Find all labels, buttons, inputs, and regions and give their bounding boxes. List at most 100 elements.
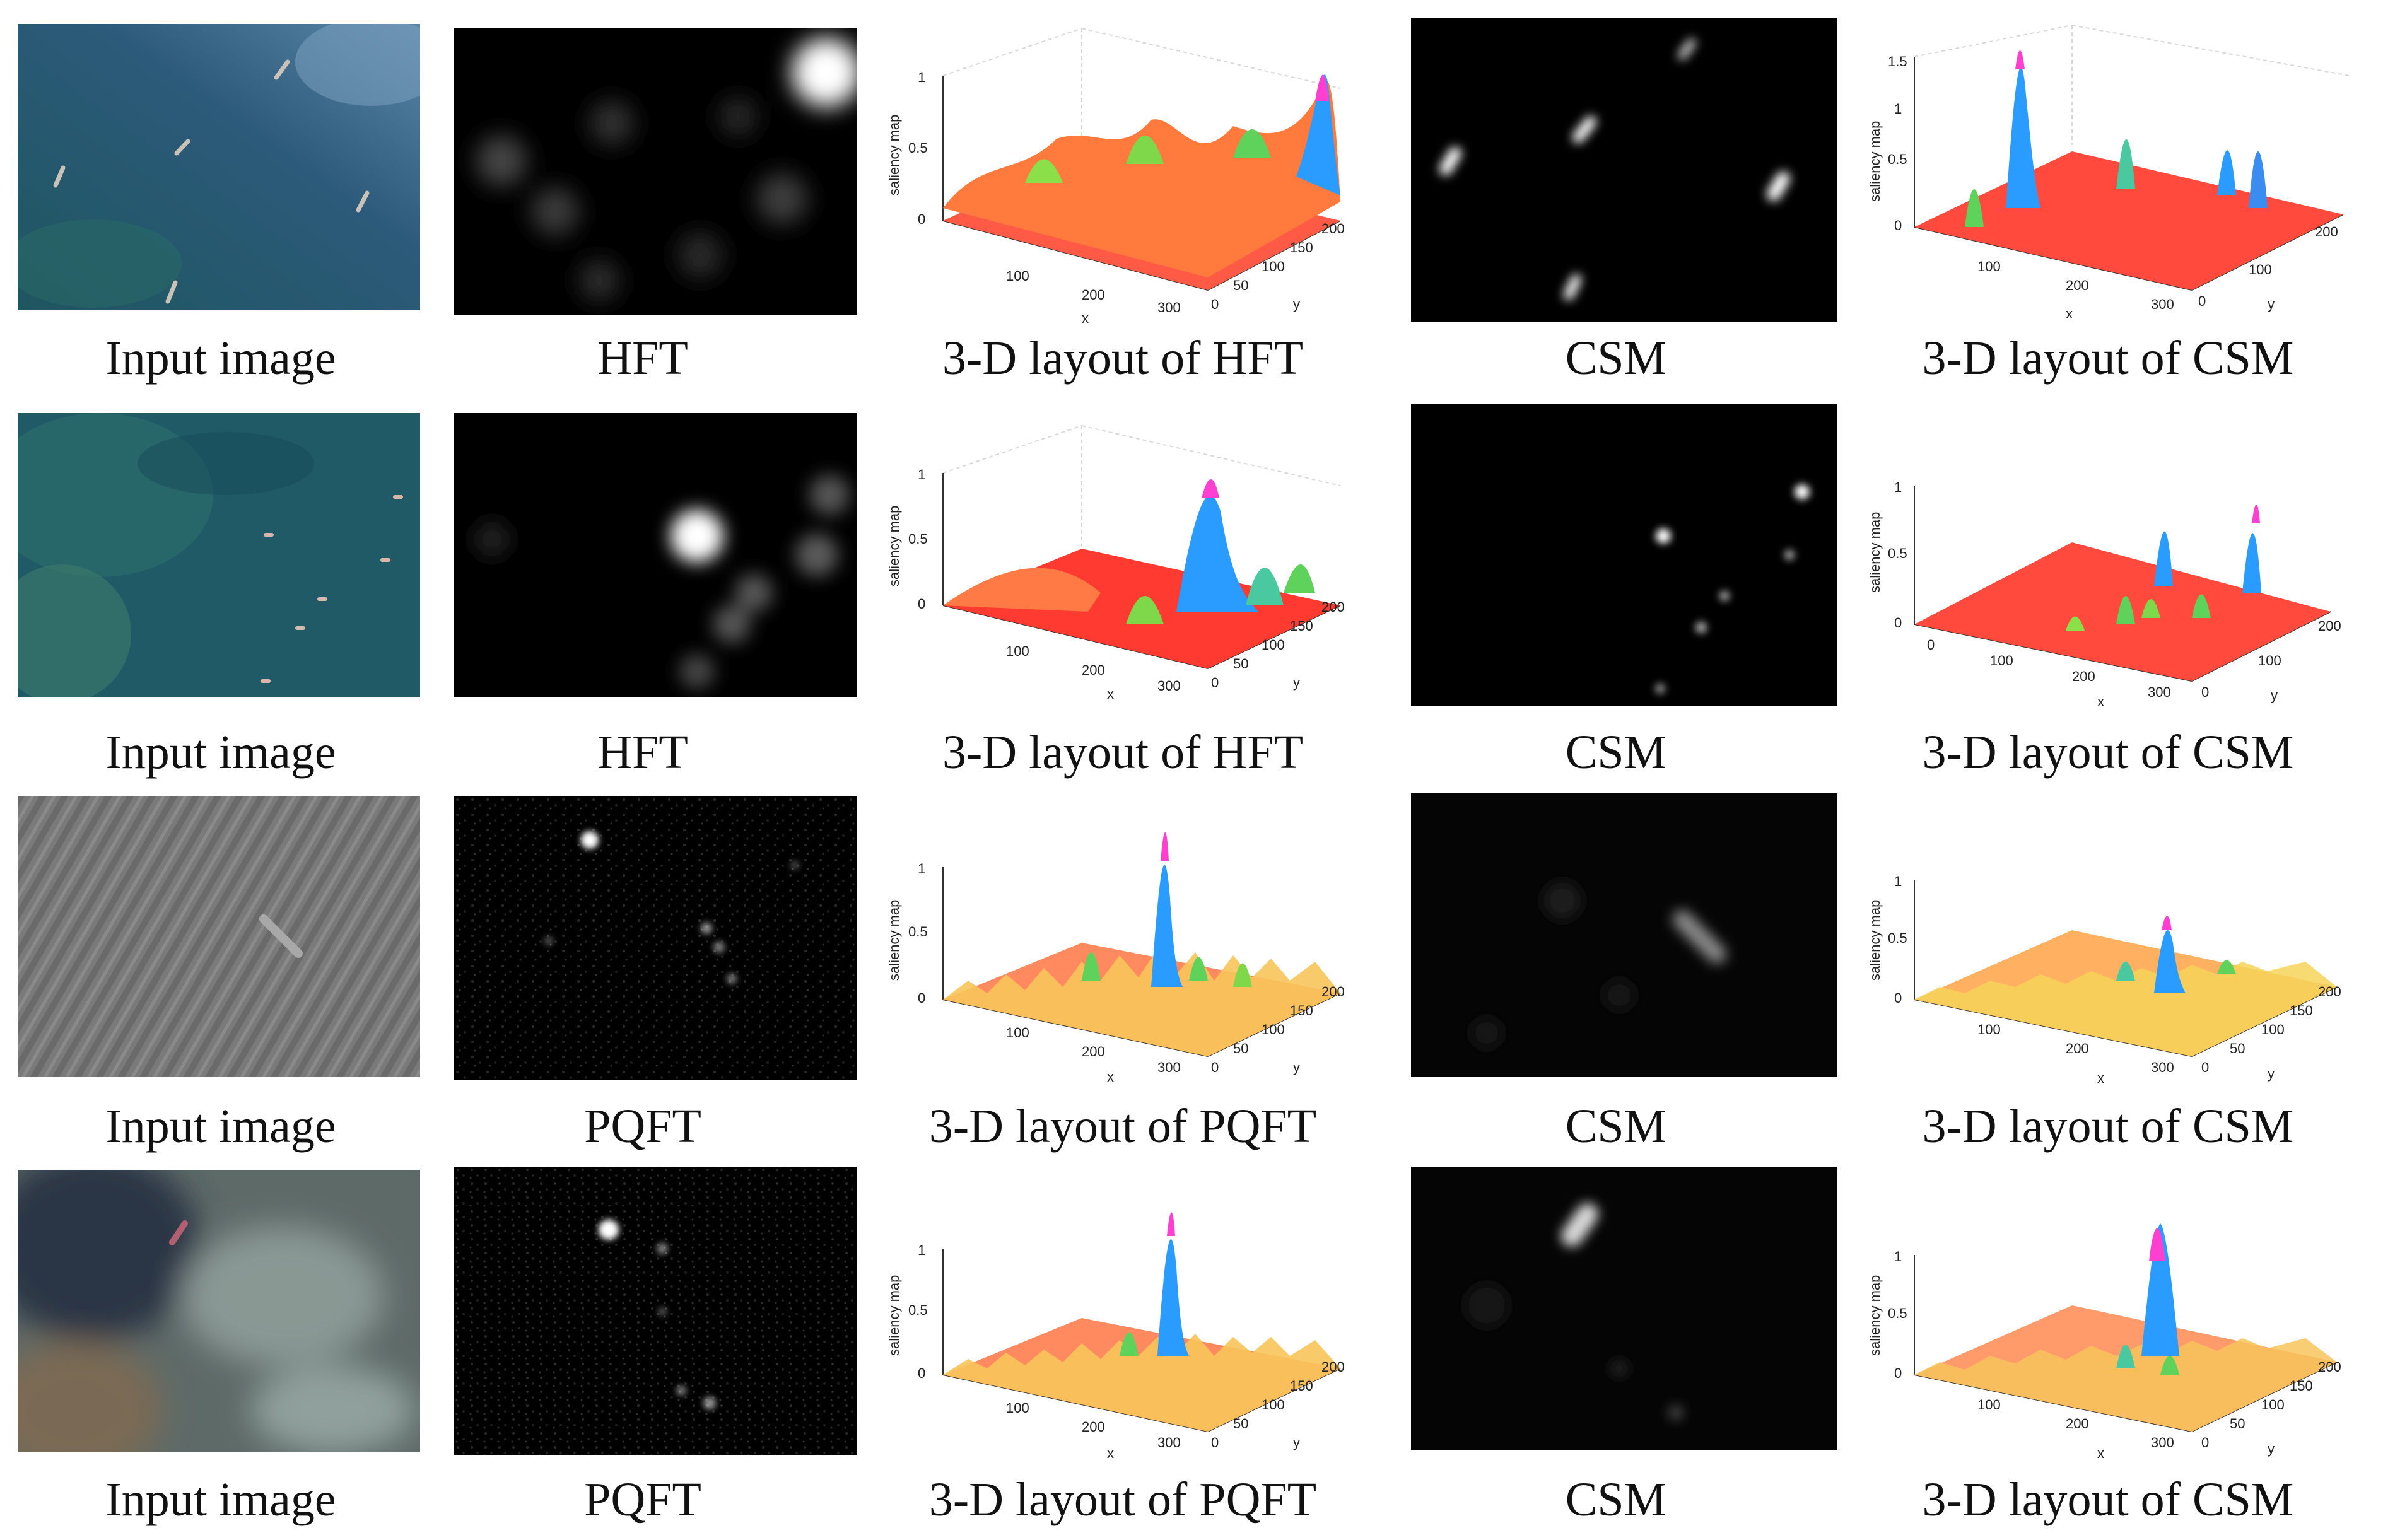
caption-method-row1: HFT xyxy=(597,332,688,385)
csm-3d-plot-row1: 1.5 1 0.5 0 saliency map 100 200 300 x 0… xyxy=(1864,19,2368,322)
y-axis-label: y xyxy=(1293,1059,1300,1075)
caption-csm-3d-row4: 3-D layout of CSM xyxy=(1922,1473,2294,1526)
y-tick: 100 xyxy=(2249,262,2272,277)
method-map-row3 xyxy=(454,796,857,1080)
z-tick: 1 xyxy=(918,1242,925,1258)
x-tick: 100 xyxy=(1006,268,1029,284)
y-tick: 0 xyxy=(1211,675,1219,691)
z-axis-label: saliency map xyxy=(886,1275,902,1356)
z-tick: 0 xyxy=(918,1365,925,1381)
x-axis-label: x xyxy=(1082,310,1089,326)
caption-csm-row4: CSM xyxy=(1565,1473,1667,1526)
y-tick: 50 xyxy=(2230,1416,2245,1432)
input-image-row1 xyxy=(18,24,420,310)
y-tick: 100 xyxy=(1262,637,1285,653)
z-tick: 0 xyxy=(1894,218,1902,233)
caption-csm-row1: CSM xyxy=(1565,332,1667,385)
z-tick: 0.5 xyxy=(908,924,928,940)
y-tick: 0 xyxy=(1211,1059,1219,1075)
y-axis-label: y xyxy=(2268,1066,2275,1082)
csm-map-row4 xyxy=(1411,1167,1837,1450)
x-tick: 100 xyxy=(1977,1397,2001,1413)
z-tick: 0 xyxy=(1894,1365,1902,1381)
y-tick: 100 xyxy=(1262,1022,1285,1037)
y-tick: 100 xyxy=(2258,653,2281,668)
x-axis-label: x xyxy=(1107,686,1114,702)
caption-method-3d-row4: 3-D layout of PQFT xyxy=(928,1473,1317,1526)
caption-input-row4: Input image xyxy=(105,1473,336,1526)
caption-input-row1: Input image xyxy=(105,332,336,385)
x-axis-label: x xyxy=(2097,694,2104,709)
z-tick: 0 xyxy=(1894,615,1902,631)
method-map-row1 xyxy=(454,28,857,315)
y-tick: 50 xyxy=(1233,1041,1248,1056)
method-3d-plot-row2: 1 0.5 0 saliency map 100 200 300 x 0 50 … xyxy=(880,404,1372,706)
y-tick: 200 xyxy=(2318,984,2341,1000)
method-3d-plot-row3: 1 0.5 0 saliency map 100 200 300 x 0 50 … xyxy=(880,791,1372,1088)
y-tick: 200 xyxy=(1321,1359,1345,1375)
y-tick: 0 xyxy=(2198,293,2206,309)
z-axis-label: saliency map xyxy=(1867,512,1883,593)
caption-input-row3: Input image xyxy=(105,1100,336,1153)
y-tick: 200 xyxy=(1321,599,1345,615)
z-tick: 0 xyxy=(918,596,925,612)
y-tick: 100 xyxy=(2261,1397,2285,1413)
z-tick: 0.5 xyxy=(908,140,928,156)
y-tick: 0 xyxy=(2201,1435,2209,1450)
x-tick: 300 xyxy=(2148,684,2171,700)
x-axis-label: x xyxy=(1107,1445,1114,1461)
y-tick: 150 xyxy=(2290,1003,2313,1018)
x-axis-label: x xyxy=(2097,1445,2104,1461)
x-tick: 300 xyxy=(2151,1435,2174,1450)
z-tick: 0.5 xyxy=(908,1302,928,1318)
z-tick: 0 xyxy=(918,990,925,1006)
x-tick: 200 xyxy=(1082,1044,1105,1059)
z-tick: 0 xyxy=(1894,990,1902,1006)
x-axis-label: x xyxy=(2066,306,2073,322)
z-tick: 1.5 xyxy=(1888,54,1907,69)
y-tick: 0 xyxy=(2201,1059,2209,1075)
y-tick: 150 xyxy=(2290,1378,2313,1394)
z-tick: 1 xyxy=(918,69,925,85)
x-tick: 200 xyxy=(2066,1041,2089,1056)
z-axis-label: saliency map xyxy=(886,115,902,195)
caption-csm-row2: CSM xyxy=(1565,726,1667,779)
z-tick: 1 xyxy=(918,467,925,482)
csm-map-row3 xyxy=(1411,793,1837,1077)
method-3d-plot-row1: 1 0.5 0 saliency map 100 200 300 x 0 50 … xyxy=(880,13,1372,328)
y-tick: 0 xyxy=(2201,684,2209,700)
y-tick: 150 xyxy=(1290,240,1313,255)
x-tick: 100 xyxy=(1977,1022,2001,1037)
y-axis-label: y xyxy=(1293,675,1300,691)
z-tick: 1 xyxy=(1894,1249,1902,1264)
y-tick: 200 xyxy=(1321,984,1345,1000)
x-tick: 300 xyxy=(2151,296,2174,312)
caption-method-3d-row2: 3-D layout of HFT xyxy=(942,726,1304,779)
x-tick: 300 xyxy=(1157,678,1181,694)
y-tick: 0 xyxy=(1211,296,1219,312)
caption-method-3d-row1: 3-D layout of HFT xyxy=(942,332,1304,385)
y-tick: 50 xyxy=(1233,1416,1248,1432)
y-tick: 150 xyxy=(1290,1378,1313,1394)
csm-3d-plot-row3: 1 0.5 0 saliency map 100 200 300 x 0 50 … xyxy=(1864,791,2368,1088)
y-tick: 150 xyxy=(1290,618,1313,634)
csm-3d-plot-row2: 1 0.5 0 saliency map 0 100 200 300 x 0 1… xyxy=(1864,404,2368,713)
z-tick: 0 xyxy=(918,211,925,227)
x-tick: 300 xyxy=(1157,1435,1181,1450)
x-tick: 0 xyxy=(1927,637,1935,653)
y-tick: 200 xyxy=(2318,618,2341,634)
x-tick: 100 xyxy=(1006,1025,1029,1041)
caption-input-row2: Input image xyxy=(105,726,336,779)
x-tick: 100 xyxy=(1006,1400,1029,1416)
caption-csm-3d-row3: 3-D layout of CSM xyxy=(1922,1100,2294,1153)
caption-method-row4: PQFT xyxy=(584,1473,701,1526)
caption-method-row2: HFT xyxy=(597,726,688,779)
y-tick: 200 xyxy=(2315,224,2338,240)
y-axis-label: y xyxy=(2271,687,2278,703)
y-tick: 0 xyxy=(1211,1435,1219,1450)
y-tick: 50 xyxy=(2230,1041,2245,1056)
x-tick: 200 xyxy=(2066,277,2089,293)
z-axis-label: saliency map xyxy=(886,506,902,586)
z-tick: 0.5 xyxy=(1888,1305,1907,1321)
y-tick: 100 xyxy=(1262,1397,1285,1413)
